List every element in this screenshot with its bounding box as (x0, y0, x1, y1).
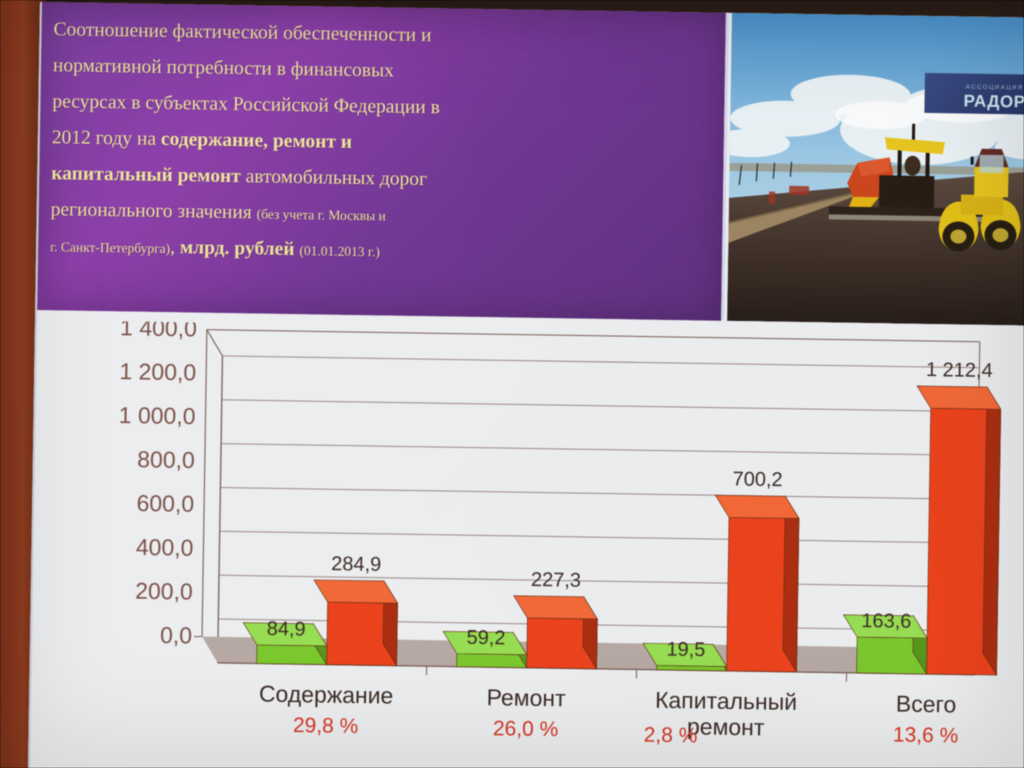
svg-text:600,0: 600,0 (136, 490, 194, 517)
svg-text:2,8 %: 2,8 % (644, 724, 698, 748)
svg-text:700,2: 700,2 (732, 468, 782, 491)
svg-text:Содержание: Содержание (259, 681, 394, 709)
svg-text:800,0: 800,0 (137, 446, 195, 473)
svg-text:1 212,4: 1 212,4 (926, 359, 993, 382)
svg-text:163,6: 163,6 (861, 610, 911, 633)
svg-text:400,0: 400,0 (136, 534, 194, 561)
svg-text:0,0: 0,0 (160, 622, 192, 648)
svg-text:1 400,0: 1 400,0 (120, 320, 197, 342)
svg-text:1 200,0: 1 200,0 (119, 358, 196, 385)
svg-text:Ремонт: Ремонт (486, 684, 566, 711)
svg-text:200,0: 200,0 (135, 578, 193, 605)
svg-text:13,6 %: 13,6 % (893, 723, 959, 747)
svg-text:Капитальный: Капитальный (655, 687, 797, 715)
svg-text:227,3: 227,3 (531, 569, 581, 592)
svg-text:59,2: 59,2 (466, 627, 505, 650)
svg-text:ремонт: ремонт (687, 713, 765, 740)
svg-text:19,5: 19,5 (666, 639, 705, 662)
svg-text:АССОЦИАЦИЯ: АССОЦИАЦИЯ (966, 85, 1024, 92)
svg-text:1 000,0: 1 000,0 (119, 402, 196, 429)
svg-text:26,0 %: 26,0 % (493, 717, 559, 741)
svg-text:РАДОР: РАДОР (963, 92, 1024, 112)
svg-text:284,9: 284,9 (331, 553, 381, 576)
svg-text:29,8 %: 29,8 % (293, 714, 359, 738)
svg-text:Всего: Всего (896, 691, 957, 718)
svg-text:84,9: 84,9 (267, 618, 306, 641)
